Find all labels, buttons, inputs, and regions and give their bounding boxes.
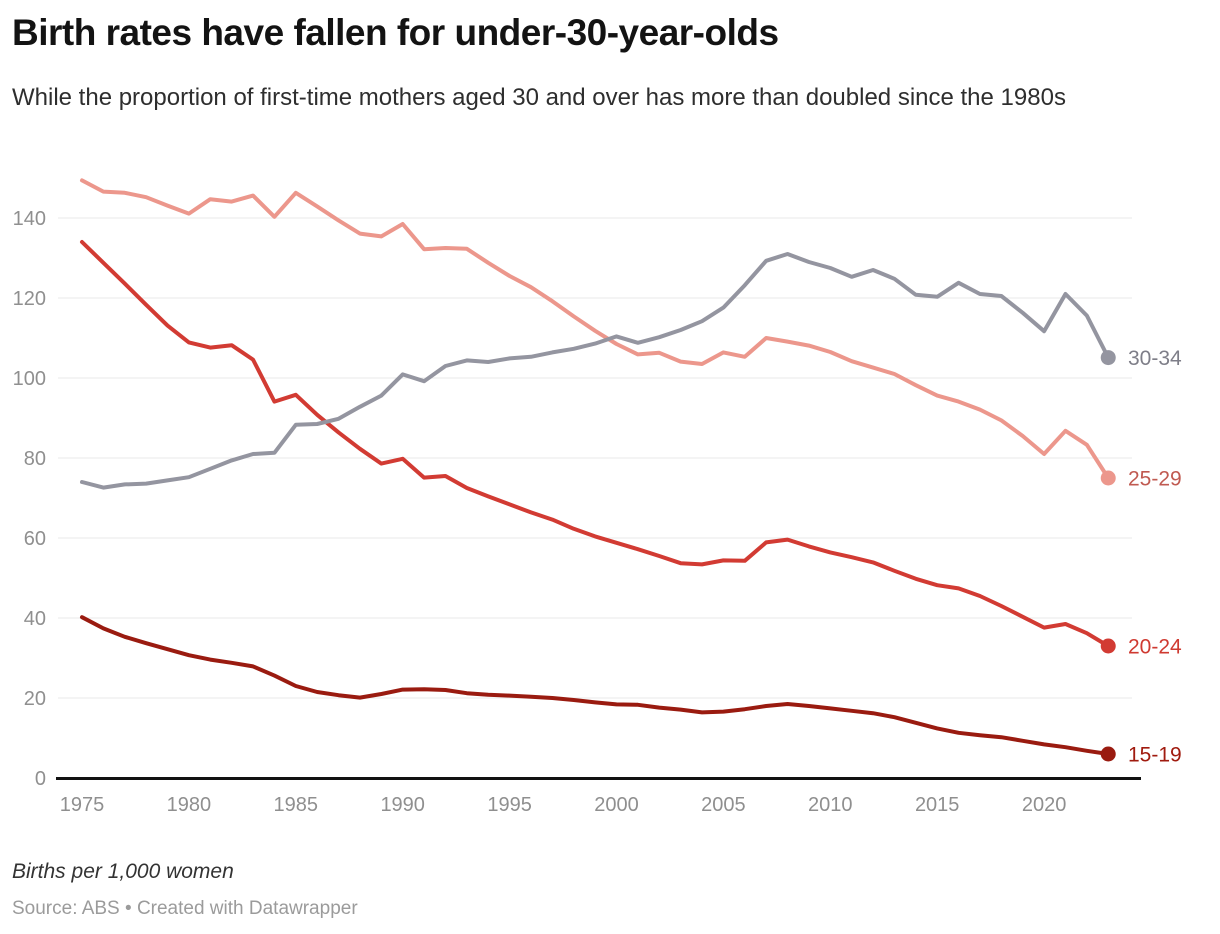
y-axis-unit-note: Births per 1,000 women xyxy=(12,860,234,883)
y-tick-label: 20 xyxy=(24,688,46,710)
series-label-30-34: 30-34 xyxy=(1128,347,1182,370)
x-tick-label: 2020 xyxy=(1022,794,1067,816)
x-tick-label: 2000 xyxy=(594,794,639,816)
y-tick-label: 140 xyxy=(13,208,46,230)
y-tick-label: 100 xyxy=(13,368,46,390)
series-label-25-29: 25-29 xyxy=(1128,468,1182,491)
y-tick-label: 60 xyxy=(24,528,46,550)
series-line-25-29 xyxy=(80,178,1111,480)
x-tick-label: 1995 xyxy=(487,794,532,816)
x-tick-label: 1980 xyxy=(167,794,212,816)
chart-subtitle: While the proportion of first-time mothe… xyxy=(12,84,1066,111)
series-end-dot-25-29 xyxy=(1100,470,1116,486)
series-line-30-34 xyxy=(80,252,1111,490)
y-tick-label: 120 xyxy=(13,288,46,310)
series-end-dot-30-34 xyxy=(1100,350,1116,366)
x-tick-label: 2015 xyxy=(915,794,960,816)
series-label-15-19: 15-19 xyxy=(1128,744,1182,767)
page-title: Birth rates have fallen for under-30-yea… xyxy=(12,12,779,53)
x-tick-label: 1985 xyxy=(274,794,319,816)
y-tick-label: 80 xyxy=(24,448,46,470)
series-line-20-24 xyxy=(80,240,1111,648)
source-attribution: Source: ABS • Created with Datawrapper xyxy=(12,898,358,919)
series-end-dot-15-19 xyxy=(1100,746,1116,762)
series-label-20-24: 20-24 xyxy=(1128,636,1182,659)
x-tick-label: 1975 xyxy=(60,794,105,816)
x-tick-label: 2005 xyxy=(701,794,746,816)
y-tick-label: 0 xyxy=(35,768,46,790)
y-tick-label: 40 xyxy=(24,608,46,630)
series-end-dot-20-24 xyxy=(1100,638,1116,654)
series-line-15-19 xyxy=(80,615,1111,756)
x-tick-label: 2010 xyxy=(808,794,853,816)
x-tick-label: 1990 xyxy=(380,794,425,816)
